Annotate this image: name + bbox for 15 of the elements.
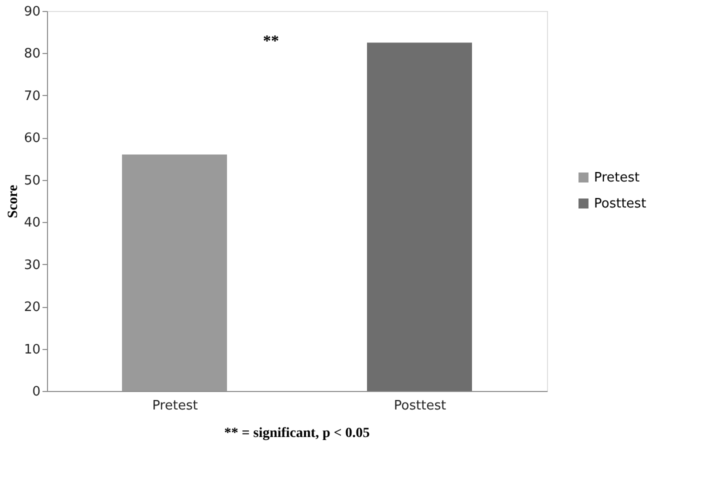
y-tick-label: 90 [24, 4, 40, 20]
y-tick-label: 80 [24, 46, 40, 62]
y-axis-title: Score [6, 184, 21, 218]
annotation: ** [263, 33, 279, 50]
y-tick-label: 50 [24, 173, 40, 188]
y-tick-label: 10 [24, 342, 40, 358]
y-tick-label: 30 [24, 258, 40, 273]
y-tick-label: 0 [32, 384, 40, 400]
y-tick-label: 40 [24, 216, 40, 231]
legend-label: Pretest [594, 170, 640, 186]
y-tick-label: 70 [24, 88, 40, 104]
y-tick-label: 20 [24, 300, 40, 316]
legend-label: Posttest [594, 196, 646, 212]
text: ** = significant, p < 0.05 [224, 426, 370, 441]
y-tick-label: 60 [24, 131, 40, 146]
